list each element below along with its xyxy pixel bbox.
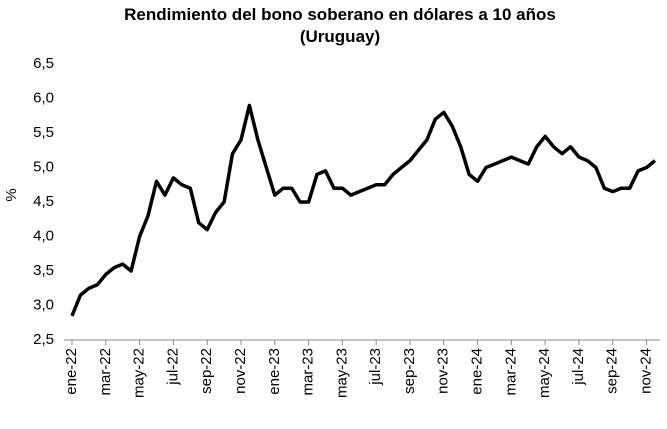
x-tick-label: mar-23	[300, 348, 317, 396]
line	[70, 103, 657, 317]
y-tick-label: 3,5	[33, 262, 54, 279]
y-tick-label: 6,5	[33, 55, 54, 72]
x-tick-label: may-22	[131, 348, 148, 398]
x-tick-label: nov-24	[638, 348, 655, 394]
x-tick-label: ene-24	[469, 348, 486, 395]
x-tick-label: may-23	[333, 348, 350, 398]
y-axis-label: %	[3, 188, 20, 201]
chart-title: (Uruguay)	[300, 27, 380, 46]
x-tick-label: jul-23	[367, 348, 384, 386]
y-tick-label: 5,5	[33, 124, 54, 141]
y-tick-label: 2,5	[33, 331, 54, 348]
x-tick-label: jul-22	[164, 348, 181, 386]
x-tick-label: mar-24	[502, 348, 519, 396]
x-tick-label: mar-22	[97, 348, 114, 396]
x-tick-label: sep-22	[198, 348, 215, 394]
x-tick-label: ene-23	[266, 348, 283, 395]
x-tick-label: nov-22	[232, 348, 249, 394]
chart-title: Rendimiento del bono soberano en dólares…	[124, 5, 556, 24]
y-tick-label: 5,0	[33, 158, 54, 175]
x-tick-label: nov-23	[435, 348, 452, 394]
x-tick-label: ene-22	[63, 348, 80, 395]
y-tick-label: 4,0	[33, 227, 54, 244]
x-tick-label: sep-23	[401, 348, 418, 394]
x-tick-label: sep-24	[604, 348, 621, 394]
x-tick-label: may-24	[536, 348, 553, 398]
x-tick-label: jul-24	[570, 348, 587, 386]
y-tick-label: 4,5	[33, 193, 54, 210]
y-tick-label: 3,0	[33, 296, 54, 313]
y-tick-label: 6,0	[33, 89, 54, 106]
